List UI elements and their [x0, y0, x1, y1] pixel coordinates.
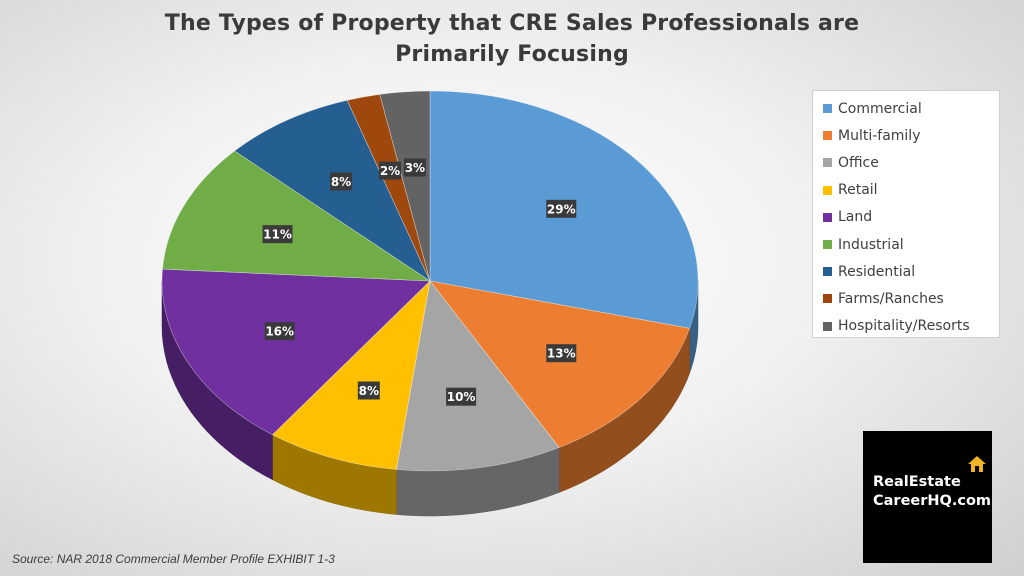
logo-line-2: CareerHQ.com: [873, 493, 992, 509]
data-label-text: 29%: [547, 202, 576, 216]
data-label-text: 11%: [263, 228, 292, 242]
pie-slice-residential: [234, 99, 431, 282]
logo-line-1: RealEstate: [873, 474, 961, 490]
legend-label: Office: [838, 154, 879, 171]
data-label-multi-family: 13%: [546, 344, 577, 363]
pie-slice-industrial: [162, 150, 432, 282]
legend-swatch: [823, 185, 832, 195]
chart-title-line-1: The Types of Property that CRE Sales Pro…: [164, 11, 860, 36]
data-label-text: 8%: [331, 175, 351, 189]
legend-item-farms-ranches: Farms/Ranches: [823, 285, 999, 312]
data-label-text: 16%: [265, 325, 294, 339]
legend-item-multi-family: Multi-family: [823, 122, 999, 149]
data-label-industrial: 11%: [262, 225, 293, 244]
pie-slice-retail: [271, 280, 431, 470]
data-label-commercial: 29%: [546, 199, 577, 218]
legend-swatch: [823, 294, 832, 304]
legend-item-commercial: Commercial: [823, 95, 999, 122]
data-label-bg: [330, 172, 352, 191]
house-icon: [968, 456, 986, 472]
source-note: Source: NAR 2018 Commercial Member Profi…: [12, 552, 335, 566]
data-label-bg: [379, 161, 401, 180]
legend-swatch: [823, 267, 832, 277]
legend-swatch: [823, 104, 832, 114]
legend-swatch: [823, 240, 832, 250]
legend-label: Land: [838, 209, 873, 226]
data-label-text: 10%: [447, 390, 476, 404]
pie-slice-hospitality-resorts: [379, 90, 431, 282]
legend-label: Commercial: [838, 100, 922, 117]
data-label-bg: [446, 387, 477, 406]
logo-text: RealEstate CareerHQ.com: [873, 473, 991, 511]
data-label-retail: 8%: [357, 381, 380, 400]
chart-legend: Commercial Multi-family Office Retail Land In…: [812, 90, 1000, 338]
data-label-bg: [262, 225, 293, 244]
data-label-farms-ranches: 2%: [379, 161, 401, 180]
data-label-text: 8%: [359, 384, 379, 398]
legend-swatch: [823, 212, 832, 222]
pie-labels: 29% 13% 10% 8% 16% 11% 8% 2% 3%: [262, 158, 577, 406]
legend-item-office: Office: [823, 149, 999, 176]
data-label-text: 2%: [380, 164, 400, 178]
legend-item-residential: Residential: [823, 258, 999, 285]
data-label-residential: 8%: [330, 172, 352, 191]
legend-swatch: [823, 321, 832, 331]
logo: RealEstate CareerHQ.com: [863, 431, 992, 563]
data-label-bg: [546, 199, 577, 218]
legend-label: Residential: [838, 263, 916, 280]
legend-swatch: [823, 131, 832, 141]
data-label-text: 13%: [547, 347, 576, 361]
data-label-office: 10%: [446, 387, 477, 406]
data-label-bg: [264, 322, 295, 341]
data-label-bg: [546, 344, 577, 363]
legend-item-hospitality-resorts: Hospitality/Resorts: [823, 313, 999, 340]
chart-title-line-2: Primarily Focusing: [395, 42, 629, 67]
pie-slice-land: [161, 268, 431, 436]
data-label-land: 16%: [264, 322, 295, 341]
legend-item-industrial: Industrial: [823, 231, 999, 258]
legend-swatch: [823, 158, 832, 168]
legend-label: Industrial: [838, 236, 904, 253]
pie-slice-multi-family: [429, 280, 691, 448]
legend-label: Retail: [838, 182, 878, 199]
data-label-bg: [357, 381, 380, 400]
data-label-bg: [403, 158, 426, 177]
pie-slice-office: [396, 280, 560, 472]
legend-item-retail: Retail: [823, 177, 999, 204]
pie-top: [161, 90, 699, 472]
chart-title: The Types of Property that CRE Sales Pro…: [0, 8, 1024, 70]
legend-label: Hospitality/Resorts: [838, 318, 970, 335]
data-label-text: 3%: [405, 161, 425, 175]
legend-item-land: Land: [823, 204, 999, 231]
data-label-hospitality-resorts: 3%: [403, 158, 426, 177]
legend-label: Multi-family: [838, 127, 921, 144]
legend-label: Farms/Ranches: [838, 290, 944, 307]
